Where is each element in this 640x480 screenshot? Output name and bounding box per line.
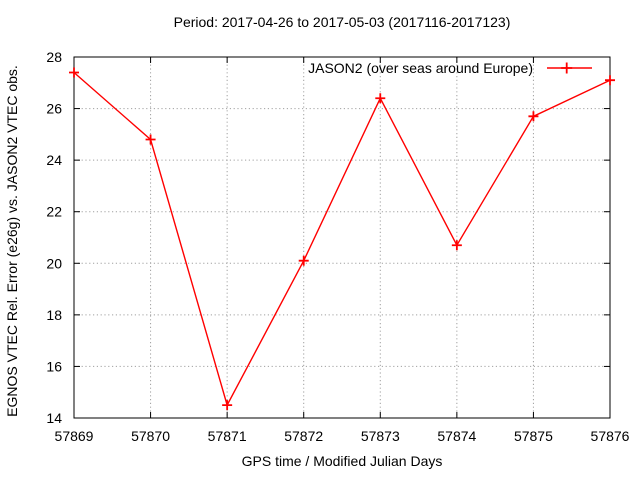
x-tick-label: 57872 <box>284 428 323 444</box>
chart-title: Period: 2017-04-26 to 2017-05-03 (201711… <box>174 14 511 30</box>
data-point-marker-plus-icon <box>298 255 309 266</box>
y-tick-label: 26 <box>46 101 62 117</box>
grid-layer <box>74 57 610 418</box>
x-tick-labels: 57869 57870 57871 57872 57873 57874 57875 57876 <box>55 428 630 444</box>
ticks-layer <box>73 56 611 419</box>
y-tick-label: 28 <box>46 49 62 65</box>
x-tick-label: 57871 <box>208 428 247 444</box>
y-tick-label: 24 <box>46 152 62 168</box>
series-line <box>73 71 611 407</box>
legend-label: JASON2 (over seas around Europe) <box>308 60 533 76</box>
x-tick-label: 57869 <box>55 428 94 444</box>
x-tick-label: 57875 <box>514 428 553 444</box>
legend: JASON2 (over seas around Europe) <box>308 60 592 76</box>
data-point-marker-plus-icon <box>222 400 233 411</box>
data-point-marker-plus-icon <box>375 93 386 104</box>
x-tick-label: 57873 <box>361 428 400 444</box>
x-tick-label: 57876 <box>591 428 630 444</box>
data-point-marker-plus-icon <box>145 134 156 145</box>
x-axis-label: GPS time / Modified Julian Days <box>242 453 443 469</box>
data-point-marker-plus-icon <box>528 111 539 122</box>
plot-border <box>73 56 611 419</box>
data-point-marker-plus-icon <box>69 67 79 78</box>
y-axis-label: EGNOS VTEC Rel. Error (e26g) vs. JASON2 … <box>4 65 20 417</box>
data-point-marker-plus-icon <box>605 75 615 86</box>
series-layer <box>69 67 615 411</box>
data-point-marker-plus-icon <box>451 240 462 251</box>
x-tick-label: 57874 <box>437 428 476 444</box>
y-tick-label: 16 <box>46 358 62 374</box>
y-tick-label: 20 <box>46 255 62 271</box>
y-tick-label: 14 <box>46 410 62 426</box>
y-tick-labels: 14 16 18 20 22 24 26 28 <box>46 49 62 426</box>
y-tick-label: 18 <box>46 307 62 323</box>
x-tick-label: 57870 <box>131 428 170 444</box>
legend-sample-marker-plus-icon <box>561 62 573 74</box>
y-tick-label: 22 <box>46 204 62 220</box>
